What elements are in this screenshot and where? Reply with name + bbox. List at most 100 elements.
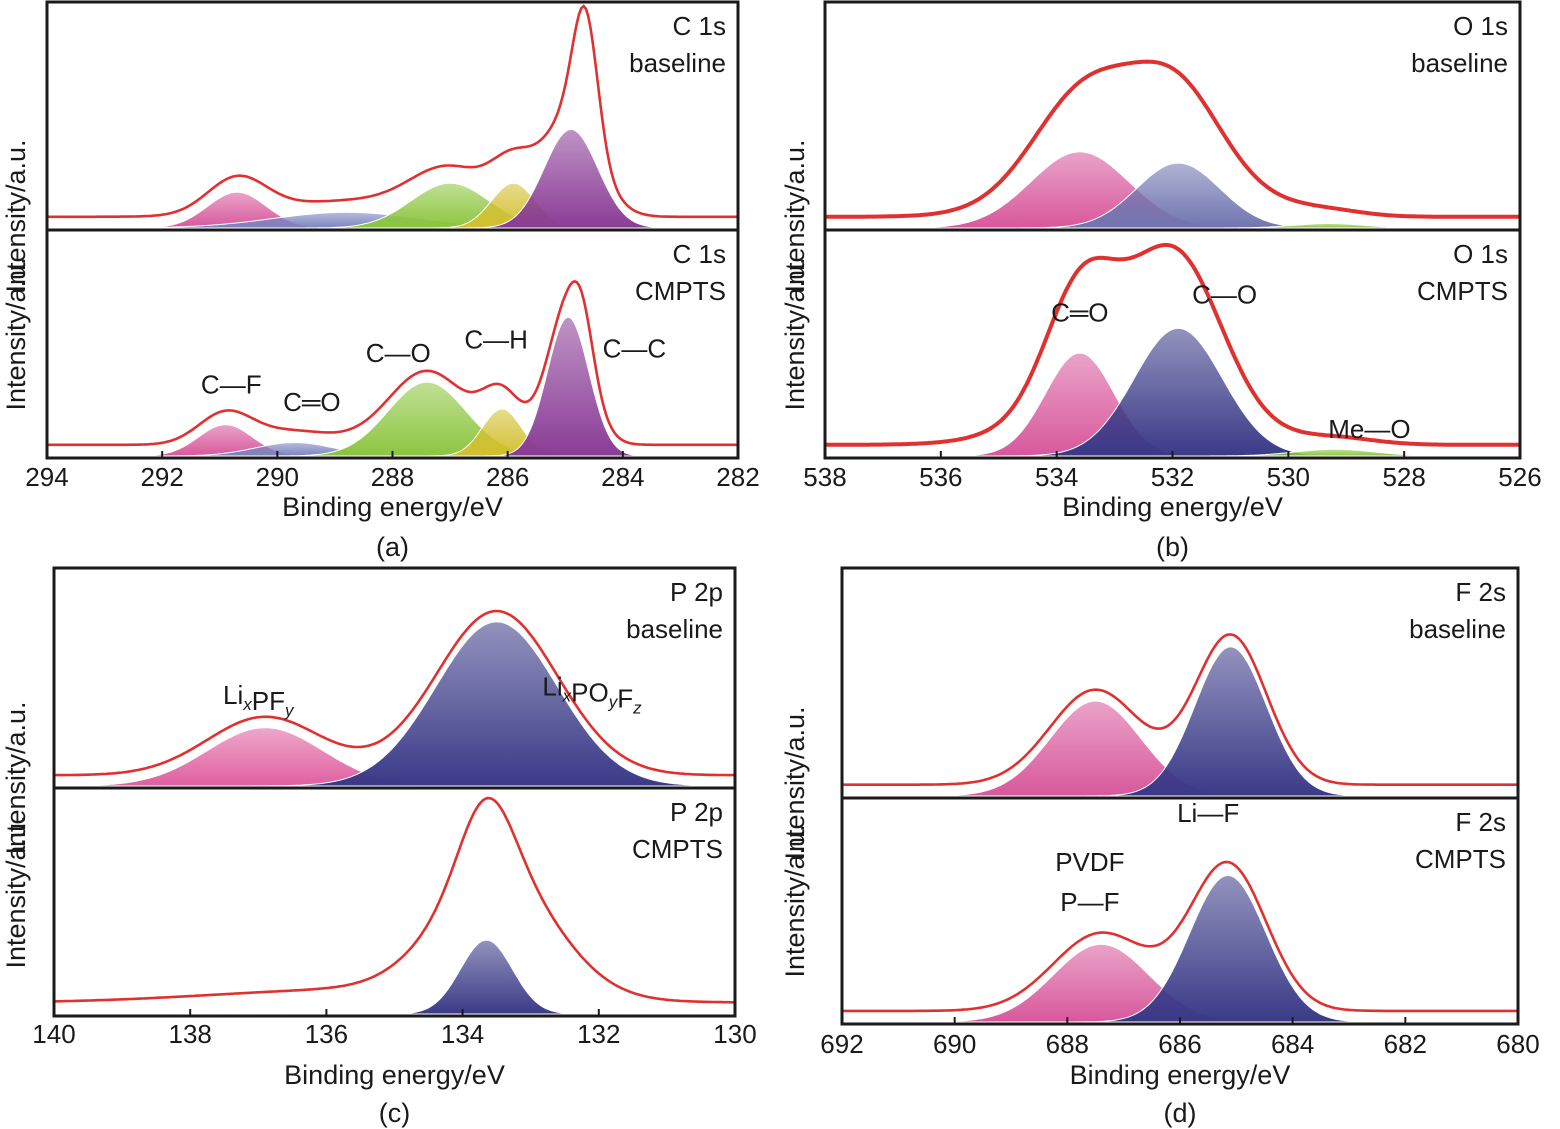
plot-frame: [52, 566, 737, 1018]
y-axis-label: Intensity/a.u.: [780, 139, 810, 292]
subplot-title-line: baseline: [629, 48, 726, 78]
subplot-baseline: C 1s baseline: [47, 4, 738, 229]
component-peak-685.1: [842, 646, 1518, 797]
x-tick-label: 140: [32, 1019, 75, 1049]
peak-label: Li—F: [1177, 798, 1239, 828]
x-tick-label: 130: [713, 1019, 756, 1049]
y-axis-label: Intensity/a.u.: [1, 815, 31, 968]
peak-label: C—O: [366, 338, 431, 368]
subplot-title-line: CMPTS: [1417, 276, 1508, 306]
x-tick-label: 688: [1046, 1029, 1089, 1059]
subplot-title-line: O 1s: [1453, 11, 1508, 41]
peak-label: C═O: [283, 387, 340, 417]
subplot-cmpts: P 2p CMPTS: [53, 796, 735, 1015]
x-tick-label: 292: [140, 462, 183, 492]
component-peak-529.3: [825, 223, 1520, 229]
envelope-curve: [47, 279, 738, 447]
subplot-title-line: baseline: [1411, 48, 1508, 78]
envelope-curve: [825, 59, 1520, 219]
panel-a-c1s: C 1s baseline C 1s CMPTS C—F C═O C—O C—H C—C 294 2…: [1, 0, 760, 562]
y-axis-label: Intensity/a.u.: [1, 257, 31, 410]
x-tick-label: 134: [441, 1019, 484, 1049]
y-axis-label: Intensity/a.u.: [1, 139, 31, 292]
subplot-baseline: F 2s baseline: [842, 577, 1518, 797]
subplot-title-line: C 1s: [673, 11, 726, 41]
panel-caption: (a): [376, 532, 409, 562]
y-axis-label: Intensity/a.u.: [1, 701, 31, 854]
subplot-title-line: CMPTS: [635, 276, 726, 306]
peak-label: PVDF: [1055, 847, 1124, 877]
subplot-title-line: P 2p: [670, 577, 723, 607]
x-axis-label: Binding energy/eV: [1070, 1060, 1291, 1090]
subplot-cmpts: C 1s CMPTS C—F C═O C—O C—H C—C: [47, 239, 738, 457]
envelope-curve: [842, 633, 1518, 786]
x-tick-label: 692: [820, 1029, 863, 1059]
x-tick-label: 682: [1384, 1029, 1427, 1059]
x-tick-label: 532: [1151, 462, 1194, 492]
envelope-curve: [54, 609, 735, 777]
x-tick-label: 690: [933, 1029, 976, 1059]
component-peak-531.9: [825, 327, 1520, 457]
x-tick-label: 686: [1158, 1029, 1201, 1059]
component-peak-685.15: [842, 874, 1518, 1023]
x-tick-label: 294: [25, 462, 68, 492]
x-tick-label: 526: [1498, 462, 1541, 492]
subplot-title-line: CMPTS: [1415, 844, 1506, 874]
subplot-title-line: P 2p: [670, 797, 723, 827]
subplot-title-line: F 2s: [1455, 807, 1506, 837]
subplot-title-line: baseline: [1409, 614, 1506, 644]
peak-label: C—F: [201, 369, 262, 399]
x-tick-label: 538: [803, 462, 846, 492]
peak-label: Me—O: [1328, 414, 1410, 444]
peak-label: C—H: [464, 324, 528, 354]
peak-label: P—F: [1060, 887, 1119, 917]
subplot-baseline: O 1s baseline: [825, 11, 1520, 229]
x-tick-label: 136: [305, 1019, 348, 1049]
subplot-cmpts: F 2s CMPTS PVDF P—F Li—F: [842, 798, 1518, 1023]
y-axis-label: Intensity/a.u.: [780, 257, 810, 410]
y-axis-label: Intensity/a.u.: [780, 706, 810, 859]
panel-caption: (c): [379, 1098, 410, 1128]
x-tick-label: 684: [1271, 1029, 1314, 1059]
x-tick-label: 284: [601, 462, 644, 492]
subplot-title-line: C 1s: [673, 239, 726, 269]
peak-label: LixPOyFz: [542, 671, 642, 717]
component-peak-133.5: [54, 621, 736, 787]
x-tick-label: 286: [486, 462, 529, 492]
x-tick-label: 138: [169, 1019, 212, 1049]
panel-caption: (b): [1156, 532, 1189, 562]
panel-d-f2s: F 2s baseline F 2s CMPTS PVDF P—F Li—F 692 690 68…: [780, 566, 1540, 1128]
panel-b-o1s: O 1s baseline O 1s CMPTS C═O C—O Me—O 538 536 534…: [780, 0, 1542, 562]
component-peak-133.65: [54, 939, 735, 1015]
peak-label: C—O: [1192, 280, 1257, 310]
peak-label: C—C: [603, 333, 667, 363]
envelope-curve: [842, 860, 1518, 1013]
panel-caption: (d): [1164, 1098, 1197, 1128]
subplot-title-line: CMPTS: [632, 834, 723, 864]
x-tick-label: 282: [716, 462, 759, 492]
x-axis-label: Binding energy/eV: [1062, 492, 1283, 522]
peak-label: C═O: [1051, 298, 1108, 328]
subplot-title-line: baseline: [626, 614, 723, 644]
subplot-baseline: P 2p baseline LixPFy LixPOyFz: [53, 577, 736, 787]
x-tick-label: 530: [1267, 462, 1310, 492]
subplot-cmpts: O 1s CMPTS C═O C—O Me—O: [825, 239, 1520, 457]
envelope-curve: [53, 796, 735, 1004]
x-axis-label: Binding energy/eV: [284, 1060, 505, 1090]
x-tick-label: 288: [371, 462, 414, 492]
subplot-title-line: F 2s: [1455, 577, 1506, 607]
x-axis-label: Binding energy/eV: [282, 492, 503, 522]
envelope-curve: [47, 4, 738, 219]
component-peak-284.9: [47, 129, 738, 229]
y-axis-label: Intensity/a.u.: [780, 824, 810, 977]
x-tick-label: 536: [919, 462, 962, 492]
peak-label: LixPFy: [223, 680, 295, 720]
x-tick-label: 132: [577, 1019, 620, 1049]
x-tick-label: 534: [1035, 462, 1078, 492]
envelope-curve: [825, 242, 1520, 447]
panel-c-p2p: P 2p baseline LixPFy LixPOyFz P 2p CMPTS 140 13…: [1, 566, 757, 1128]
x-tick-label: 680: [1496, 1029, 1539, 1059]
x-tick-label: 528: [1382, 462, 1425, 492]
subplot-title-line: O 1s: [1453, 239, 1508, 269]
